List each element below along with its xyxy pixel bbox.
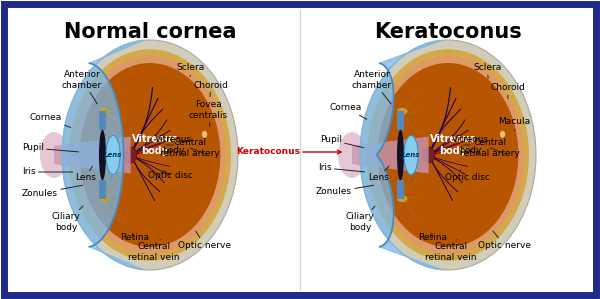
Polygon shape (397, 180, 404, 199)
Text: Ciliary
body: Ciliary body (346, 206, 375, 232)
Polygon shape (99, 111, 106, 130)
Text: Zonules: Zonules (316, 185, 374, 196)
Ellipse shape (397, 195, 407, 202)
Ellipse shape (124, 147, 137, 163)
Ellipse shape (338, 132, 366, 178)
Text: Lens: Lens (402, 152, 420, 158)
Text: Lens: Lens (75, 166, 96, 182)
Polygon shape (99, 180, 106, 199)
Polygon shape (352, 137, 428, 173)
Text: Retina: Retina (418, 234, 447, 242)
Ellipse shape (404, 135, 418, 175)
Text: Fovea
centralis: Fovea centralis (189, 100, 228, 126)
Text: Zonules: Zonules (22, 185, 83, 198)
Ellipse shape (80, 63, 220, 247)
Ellipse shape (397, 108, 407, 115)
Ellipse shape (106, 135, 120, 175)
Ellipse shape (99, 195, 110, 202)
Text: Central
retinal vein: Central retinal vein (128, 239, 179, 262)
Ellipse shape (69, 49, 231, 261)
Ellipse shape (202, 131, 207, 138)
Text: Central
retinal artery: Central retinal artery (160, 138, 220, 158)
Ellipse shape (99, 130, 106, 180)
Text: Anterior
chamber: Anterior chamber (62, 70, 102, 104)
Text: Iris: Iris (22, 167, 73, 176)
Text: Sclera: Sclera (474, 63, 502, 79)
Text: Pupil: Pupil (320, 135, 364, 148)
Polygon shape (360, 40, 442, 270)
Ellipse shape (367, 49, 529, 261)
Text: Central
retinal artery: Central retinal artery (460, 138, 520, 158)
Text: Iris: Iris (318, 164, 365, 173)
Ellipse shape (40, 132, 68, 178)
Text: Choroid: Choroid (490, 83, 525, 99)
Text: Central
retinal vein: Central retinal vein (425, 239, 476, 262)
Text: Choroid: Choroid (193, 80, 228, 97)
Ellipse shape (500, 131, 505, 138)
Text: Keratoconus: Keratoconus (236, 147, 341, 156)
Text: Anterior
chamber: Anterior chamber (352, 70, 392, 104)
Text: Optic disc: Optic disc (445, 170, 490, 182)
Text: Vitreous
body: Vitreous body (430, 134, 476, 156)
Text: Ciliary
body: Ciliary body (52, 206, 83, 232)
Text: Cornea: Cornea (330, 103, 367, 119)
Text: Sclera: Sclera (177, 63, 205, 77)
Text: Optic nerve: Optic nerve (478, 231, 531, 249)
Polygon shape (62, 40, 143, 270)
Text: Vitreous
body: Vitreous body (132, 134, 178, 156)
Polygon shape (54, 137, 131, 173)
Text: Optic nerve: Optic nerve (178, 231, 231, 249)
Text: Macula: Macula (498, 118, 530, 131)
Text: Keratoconus: Keratoconus (374, 22, 522, 42)
Ellipse shape (373, 56, 524, 254)
Text: Normal cornea: Normal cornea (64, 22, 236, 42)
Text: Vitreous
body: Vitreous body (155, 135, 192, 155)
Text: Lens: Lens (104, 152, 122, 158)
Text: Retina: Retina (120, 233, 149, 242)
Ellipse shape (99, 108, 110, 115)
Ellipse shape (360, 40, 536, 270)
Text: Cornea: Cornea (30, 114, 71, 127)
Polygon shape (397, 111, 404, 130)
Text: Pupil: Pupil (22, 144, 79, 152)
Ellipse shape (62, 40, 238, 270)
Text: Lens: Lens (368, 166, 389, 182)
Text: Optic disc: Optic disc (148, 170, 193, 179)
Ellipse shape (397, 130, 404, 180)
Ellipse shape (422, 147, 435, 163)
Text: Vitreous
body: Vitreous body (452, 135, 489, 155)
Ellipse shape (377, 63, 518, 247)
Ellipse shape (74, 56, 226, 254)
